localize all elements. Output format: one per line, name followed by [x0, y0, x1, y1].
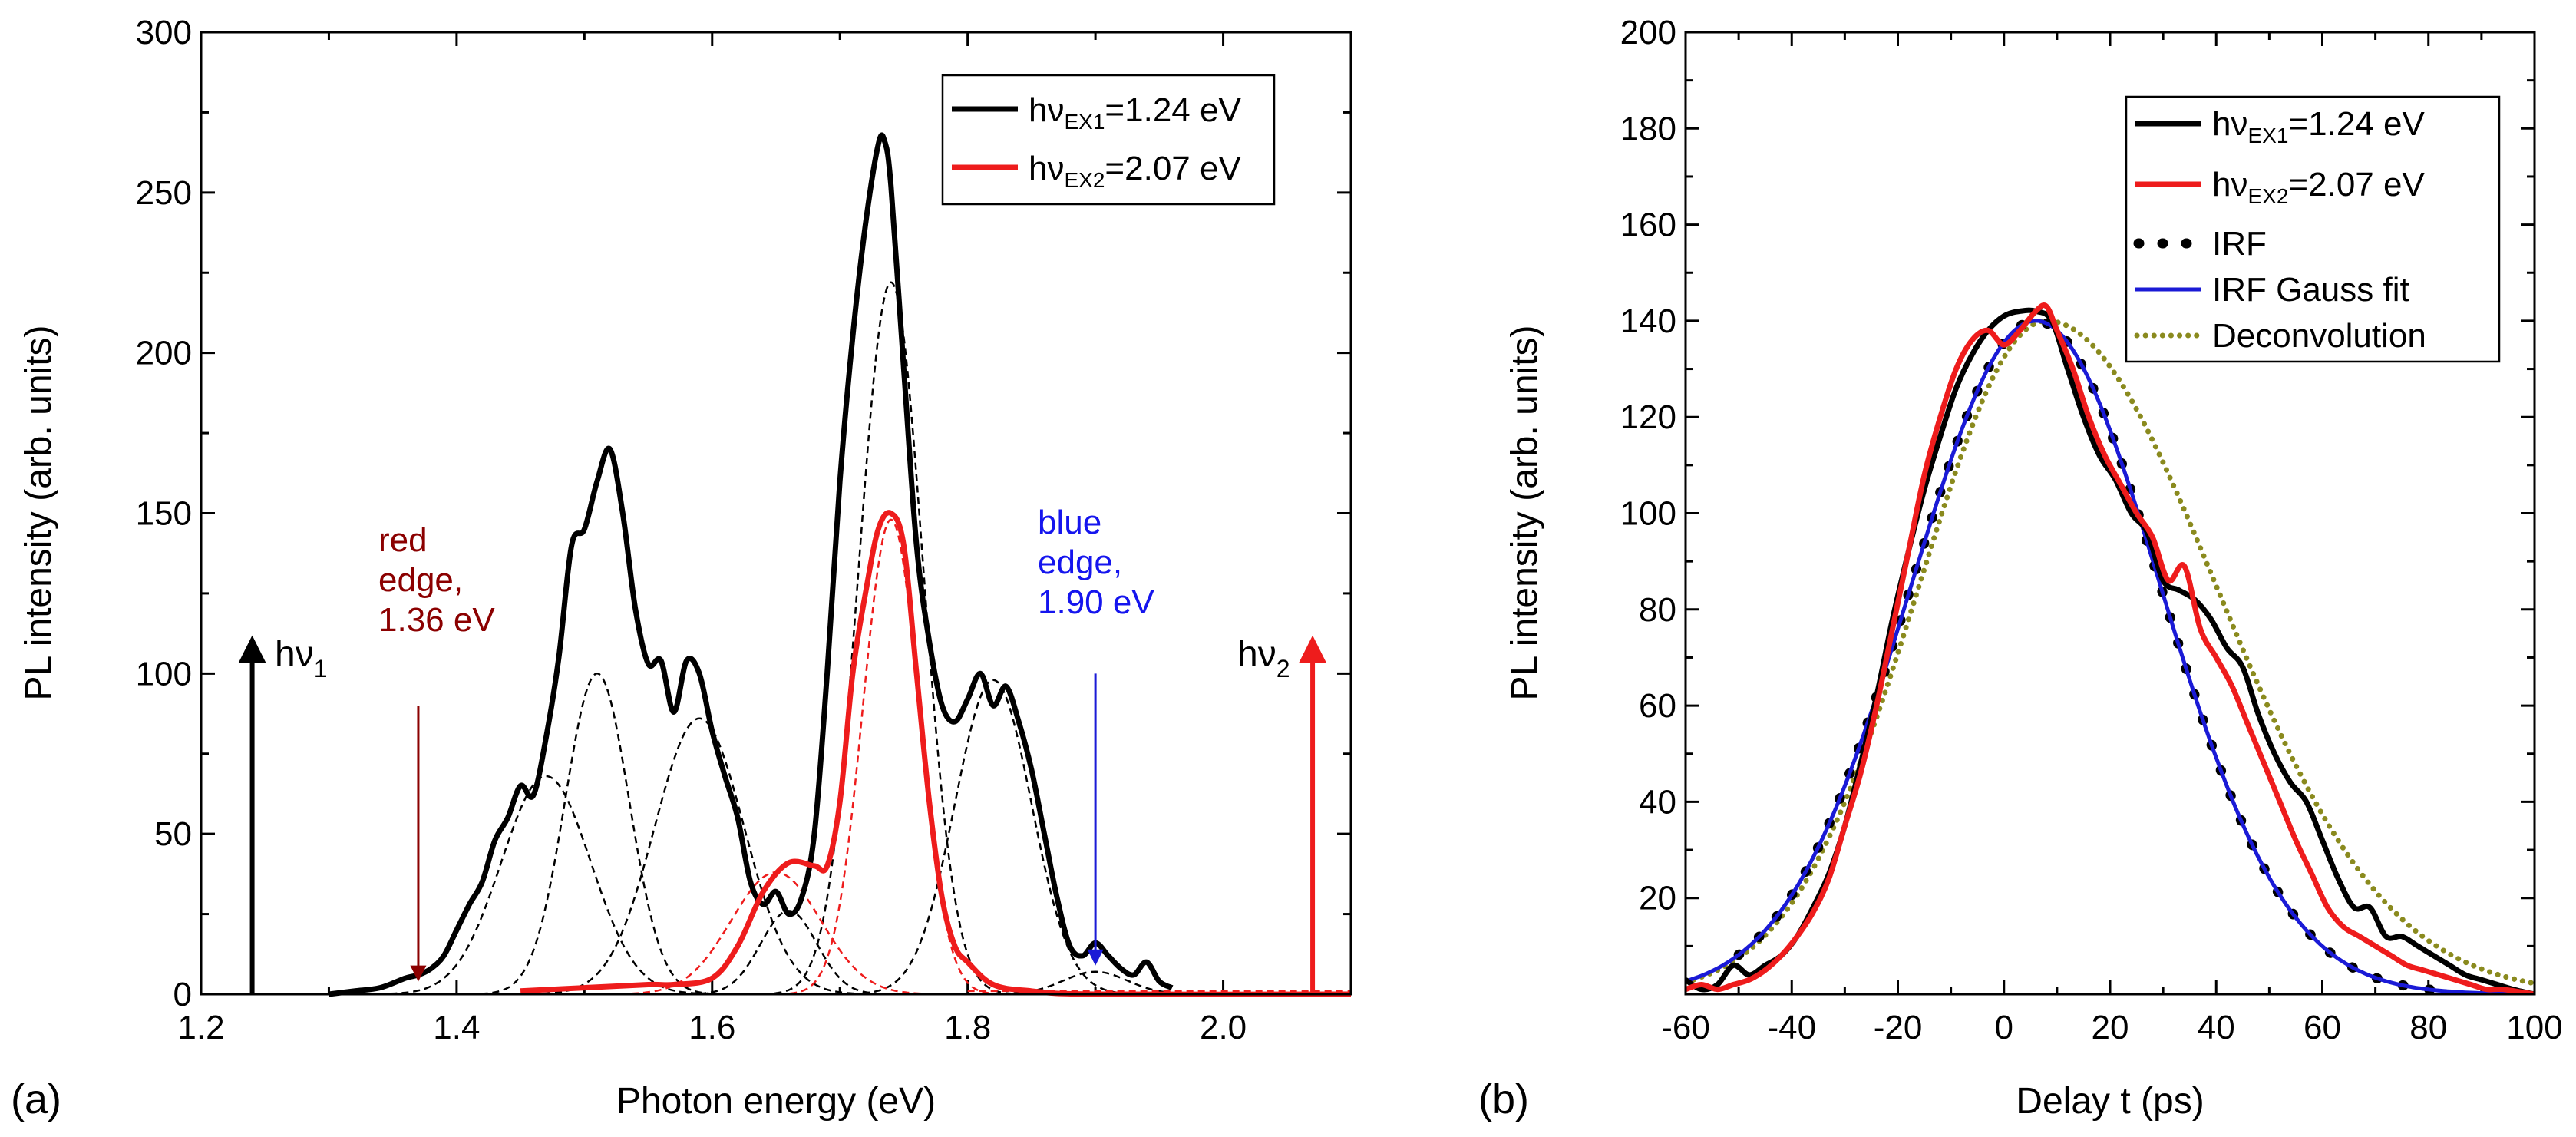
panel-a-ytick-label: 250 — [136, 174, 192, 212]
panel-b-legend: hνEX1=1.24 eV hνEX2=2.07 eV IRF IRF Gaus… — [2125, 95, 2501, 363]
red-edge-label-line2: edge, — [378, 561, 463, 599]
panel-a-xtick-label: 1.8 — [944, 1009, 991, 1046]
hv1-label: hν1 — [275, 634, 328, 683]
panel-a-ticks: 1.2 1.4 1.6 1.8 2.0 0 50 100 150 200 250 300 — [136, 14, 1351, 1046]
panel-b-ytick-label: 60 — [1639, 687, 1676, 725]
legend-a-label-ex1: hνEX1=1.24 eV — [1029, 91, 1241, 134]
panel-a-label: (a) — [11, 1076, 61, 1122]
panel-a-ytick-label: 200 — [136, 335, 192, 372]
blue-edge-label-line3: 1.90 eV — [1038, 583, 1154, 621]
panel-b-xtick-label: 40 — [2198, 1009, 2235, 1046]
panel-b-series-irf-gauss-fit — [1686, 319, 2535, 994]
panel-b-ytick-label: 100 — [1620, 495, 1676, 533]
gaussian-component-black — [367, 775, 725, 996]
panel-b-series-ex1 — [1686, 307, 2535, 994]
gaussian-component-red — [778, 518, 1004, 996]
panel-a-arrows — [238, 635, 1327, 994]
panel-b-ylabel: PL intensity (arb. units) — [1504, 325, 1545, 700]
blue-edge-label-line1: blue — [1038, 504, 1101, 541]
panel-a-series — [328, 132, 1352, 997]
legend-b-label-deconv: Deconvolution — [2212, 317, 2426, 355]
panel-b-xtick-label: 20 — [2092, 1009, 2129, 1046]
panel-b-xtick-label: -20 — [1874, 1009, 1923, 1046]
red-edge-label-line3: 1.36 eV — [378, 601, 495, 639]
blue-edge-label-line2: edge, — [1038, 544, 1122, 581]
panel-b-xlabel: Delay t (ps) — [2016, 1081, 2204, 1122]
panel-b-series-deconvolution — [1686, 318, 2535, 987]
panel-b-legend-box — [2125, 95, 2501, 363]
panel-a-ytick-label: 300 — [136, 14, 192, 51]
panel-b-xtick-label: 100 — [2506, 1009, 2562, 1046]
panel-b-ticks: -60 -40 -20 0 20 40 60 80 100 20 40 60 80 100 120 140 16… — [1620, 14, 2563, 1046]
panel-b-ytick-label: 140 — [1620, 302, 1676, 340]
legend-a-label-ex2: hνEX2=2.07 eV — [1029, 150, 1241, 192]
hv2-label: hν2 — [1237, 634, 1290, 683]
panel-a-xtick-label: 1.2 — [177, 1009, 224, 1046]
hv1-subscript: 1 — [314, 655, 328, 683]
legend-b-label-ex2: hνEX2=2.07 eV — [2212, 166, 2425, 208]
panel-a-frame — [200, 31, 1352, 996]
panel-b-ytick-label: 160 — [1620, 207, 1676, 244]
panel-b-series-ex2 — [1686, 302, 2535, 994]
panel-a-xtick-label: 1.4 — [433, 1009, 480, 1046]
panel-a-legend: hνEX1=1.24 eV hνEX2=2.07 eV — [941, 74, 1276, 206]
gaussian-component-black — [520, 717, 879, 996]
panel-b-ytick-label: 200 — [1620, 14, 1676, 51]
hv2-subscript: 2 — [1276, 655, 1290, 683]
panel-b-ytick-label: 40 — [1639, 783, 1676, 821]
panel-a-series-ex2 — [520, 510, 1352, 997]
gaussian-component-black — [840, 679, 1147, 996]
panel-b-xtick-label: 0 — [1995, 1009, 2013, 1046]
panel-b-ytick-label: 80 — [1639, 591, 1676, 629]
panel-a-xlabel: Photon energy (eV) — [616, 1081, 936, 1122]
gaussian-component-black — [469, 673, 725, 996]
panel-b-ytick-label: 20 — [1639, 880, 1676, 917]
legend-b-label-gauss: IRF Gauss fit — [2212, 271, 2409, 309]
panel-a-ytick-label: 150 — [136, 495, 192, 533]
panel-b-xtick-label: -60 — [1661, 1009, 1710, 1046]
panel-b-xtick-label: 80 — [2409, 1009, 2447, 1046]
panel-a-ylabel: PL intensity (arb. units) — [18, 325, 59, 700]
legend-b-label-ex1: hνEX1=1.24 eV — [2212, 105, 2425, 147]
panel-b-ytick-label: 180 — [1620, 110, 1676, 147]
panel-b-ytick-label: 120 — [1620, 398, 1676, 436]
panel-a: 1.2 1.4 1.6 1.8 2.0 0 50 100 150 200 250 300 hν1 hν… — [11, 14, 1352, 1122]
panel-b-label: (b) — [1478, 1076, 1529, 1122]
panel-a-ytick-label: 0 — [173, 976, 192, 1013]
panel-a-ytick-label: 100 — [136, 655, 192, 692]
gaussian-component-black — [763, 281, 1019, 995]
panel-a-xtick-label: 1.6 — [689, 1009, 735, 1046]
red-edge-label-line1: red — [378, 521, 428, 559]
panel-b-series — [1686, 302, 2535, 994]
panel-b-xtick-label: -40 — [1767, 1009, 1816, 1046]
panel-b-frame — [1684, 31, 2536, 996]
panel-a-xtick-label: 2.0 — [1200, 1009, 1247, 1046]
panel-b: -60 -40 -20 0 20 40 60 80 100 20 40 60 80 100 120 140 16… — [1478, 14, 2563, 1122]
panel-b-xtick-label: 60 — [2304, 1009, 2341, 1046]
legend-b-label-irf: IRF — [2212, 225, 2267, 263]
panel-a-legend-box — [941, 74, 1276, 206]
panel-a-series-ex1 — [328, 132, 1174, 997]
panel-a-ytick-label: 50 — [154, 815, 192, 853]
